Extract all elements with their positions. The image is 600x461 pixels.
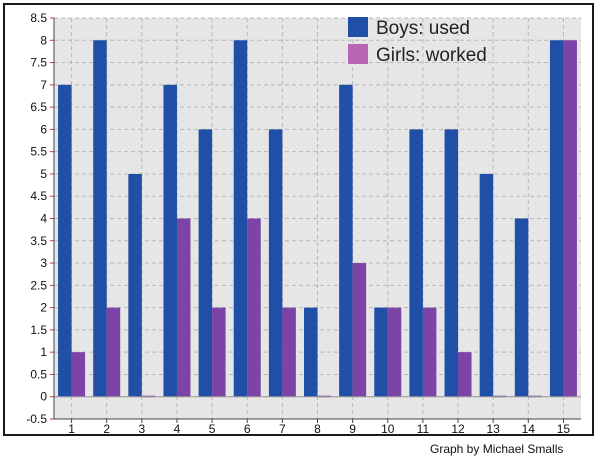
x-tick-label: 13: [486, 422, 500, 434]
y-tick-label: 6: [40, 122, 47, 136]
bar-boys-used: [444, 129, 459, 397]
x-tick-label: 1: [68, 422, 75, 434]
bar-boys-used: [339, 84, 353, 397]
y-tick-label: 0: [40, 390, 47, 404]
bar-boys-used: [58, 84, 72, 397]
y-tick-label: 6.5: [30, 100, 47, 114]
x-tick-label: 2: [103, 422, 110, 434]
x-tick-label: 5: [209, 422, 216, 434]
bar-girls-worked: [176, 218, 191, 397]
y-tick-label: 2.5: [30, 278, 47, 292]
legend-swatch: [348, 44, 368, 64]
x-tick-label: 15: [557, 422, 571, 434]
y-tick-label: 1: [40, 345, 47, 359]
bar-boys-used: [128, 173, 142, 397]
bar-girls-worked: [247, 218, 261, 397]
bar-girls-worked: [71, 352, 86, 397]
bar-boys-used: [374, 307, 388, 397]
x-tick-label: 6: [244, 422, 251, 434]
bar-girls-worked: [352, 263, 367, 397]
x-tick-label: 10: [381, 422, 395, 434]
x-tick-label: 8: [314, 422, 321, 434]
bar-girls-worked: [458, 352, 472, 397]
bar-boys-used: [514, 218, 529, 397]
bar-boys-used: [304, 307, 318, 397]
bar-boys-used: [198, 129, 213, 397]
bar-girls-worked: [212, 307, 226, 397]
y-tick-label: 3: [40, 256, 47, 270]
bar-boys-used: [409, 129, 423, 397]
bar-girls-worked: [106, 307, 121, 397]
y-tick-label: 5: [40, 167, 47, 181]
y-tick-label: 2: [40, 301, 47, 315]
y-tick-label: 8.5: [30, 11, 47, 25]
y-tick-label: 7.5: [30, 56, 47, 70]
bar-boys-used: [233, 40, 248, 397]
chart-credit: Graph by Michael Smalls: [430, 442, 564, 456]
x-tick-label: 4: [174, 422, 181, 434]
x-tick-label: 3: [138, 422, 145, 434]
y-tick-label: -0.5: [26, 412, 47, 426]
y-tick-label: 8: [40, 33, 47, 47]
bar-chart: -0.5 0 0.5 1 1.5 2 2.5 3 3.5 4 4.5 5 5.5 6 6.5 7 7.5 8 8.5…: [26, 11, 581, 434]
bar-boys-used: [549, 40, 564, 397]
x-tick-label: 9: [349, 422, 356, 434]
bar-girls-worked: [282, 307, 296, 397]
x-tick-label: 12: [451, 422, 465, 434]
y-tick-label: 1.5: [30, 323, 47, 337]
legend-swatch: [348, 17, 368, 37]
y-tick-label: 7: [40, 78, 47, 92]
bar-boys-used: [163, 84, 177, 397]
x-tick-label: 7: [279, 422, 286, 434]
bar-girls-worked: [563, 40, 577, 397]
bar-boys-used: [268, 129, 283, 397]
y-tick-label: 4: [40, 212, 47, 226]
y-tick-label: 0.5: [30, 367, 47, 381]
y-tick-label: 3.5: [30, 234, 47, 248]
legend-label: Boys: used: [376, 18, 470, 39]
chart-frame: -0.5 0 0.5 1 1.5 2 2.5 3 3.5 4 4.5 5 5.5 6 6.5 7 7.5 8 8.5…: [3, 3, 594, 436]
y-tick-label: 5.5: [30, 145, 47, 159]
x-tick-label: 14: [522, 422, 536, 434]
bar-girls-worked: [387, 307, 402, 397]
x-tick-label: 11: [417, 422, 430, 434]
bar-boys-used: [479, 173, 494, 397]
bar-girls-worked: [422, 307, 437, 397]
y-tick-label: 4.5: [30, 189, 47, 203]
legend-label: Girls: worked: [376, 45, 487, 66]
bar-boys-used: [93, 40, 107, 397]
